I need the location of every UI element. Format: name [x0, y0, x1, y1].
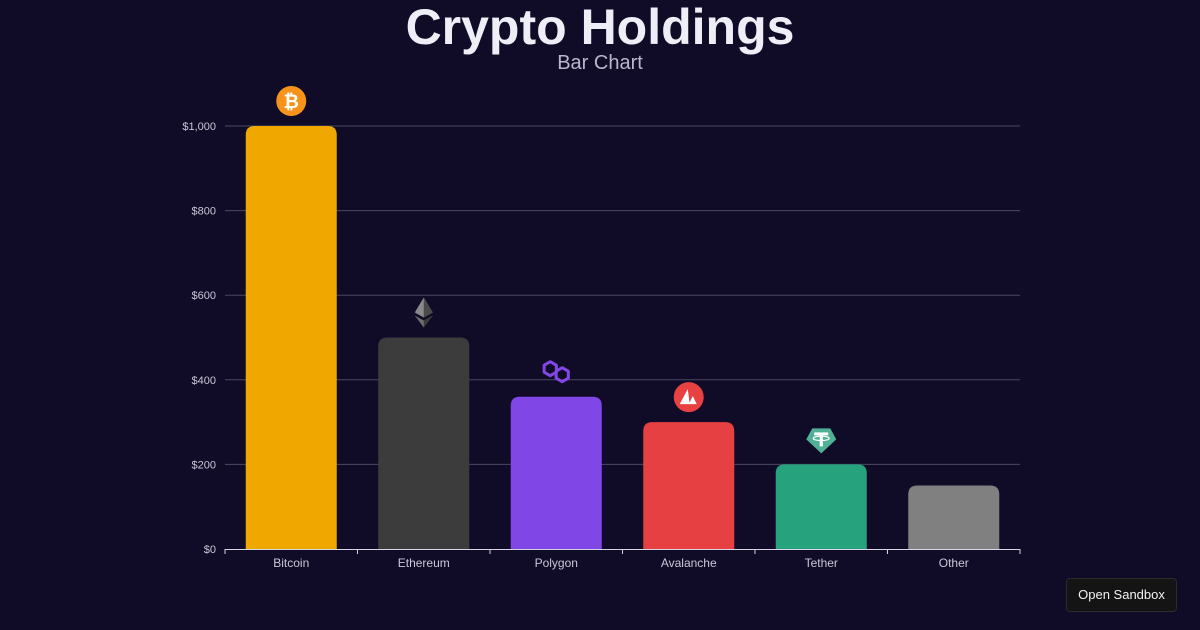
x-tick-label: Avalanche	[661, 556, 717, 570]
open-sandbox-button[interactable]: Open Sandbox	[1066, 578, 1177, 612]
y-tick-label: $200	[192, 459, 216, 471]
y-tick-label: $1,000	[182, 121, 216, 133]
tether-icon	[806, 428, 837, 454]
y-tick-label: $800	[192, 206, 216, 218]
ethereum-icon	[414, 297, 433, 328]
x-tick-label: Ethereum	[398, 556, 450, 570]
y-tick-label: $600	[192, 290, 216, 302]
bar-other	[908, 485, 1000, 549]
bar-polygon	[510, 396, 602, 549]
x-tick-label: Bitcoin	[273, 556, 309, 570]
chart-title: Crypto Holdings	[405, 0, 795, 55]
bar-bitcoin	[245, 126, 337, 549]
x-tick-label: Polygon	[535, 556, 578, 570]
y-tick-label: $0	[204, 544, 216, 556]
bitcoin-icon: ₿	[276, 86, 307, 116]
bar-tether	[775, 464, 867, 549]
bars	[245, 126, 1000, 549]
y-tick-label: $400	[192, 375, 216, 387]
polygon-icon	[542, 360, 570, 384]
bar-ethereum	[378, 337, 470, 549]
svg-text:₿: ₿	[284, 91, 299, 113]
x-tick-label: Tether	[805, 556, 838, 570]
bar-avalanche	[643, 422, 735, 549]
x-tick-label: Other	[939, 556, 969, 570]
chart-subtitle: Bar Chart	[557, 52, 643, 74]
bar-icons: ₿	[276, 86, 837, 454]
gridlines	[225, 125, 1020, 465]
axes: $0 $200 $400 $600 $800 $1,000 Bitcoin Ethereum P…	[182, 121, 1021, 570]
avalanche-icon	[673, 382, 704, 413]
